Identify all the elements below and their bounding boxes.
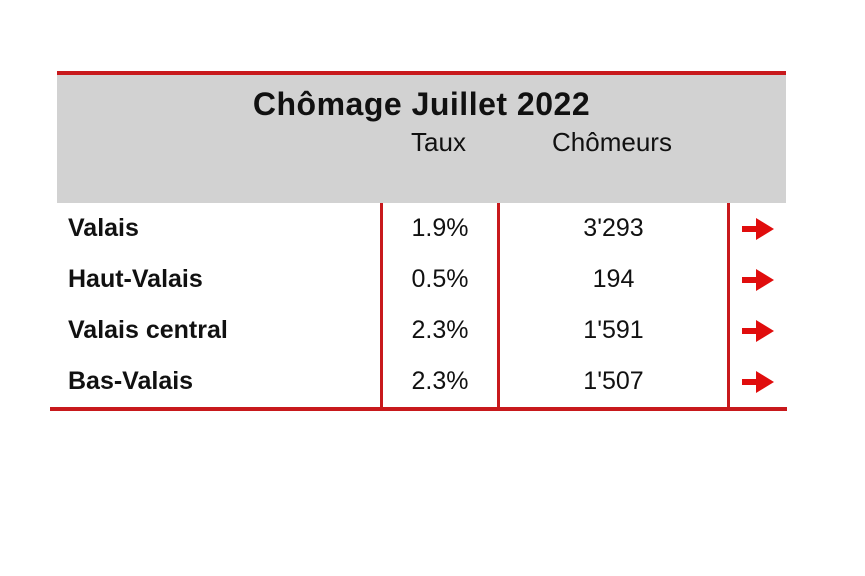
rate-value: 0.5% bbox=[380, 254, 497, 305]
count-value: 1'507 bbox=[497, 356, 727, 407]
count-value: 194 bbox=[497, 254, 727, 305]
region-column-spacer bbox=[57, 127, 380, 158]
table-row: Valais 1.9% 3'293 bbox=[57, 203, 786, 254]
table-row: Bas-Valais 2.3% 1'507 bbox=[57, 356, 786, 407]
column-header-rate: Taux bbox=[411, 127, 466, 158]
rate-value: 2.3% bbox=[380, 305, 497, 356]
page-title: Chômage Juillet 2022 bbox=[252, 86, 591, 122]
row-detail-button[interactable] bbox=[727, 356, 786, 407]
region-label: Bas-Valais bbox=[68, 367, 194, 395]
top-rule bbox=[57, 71, 786, 75]
unemployment-table: Chômage Juillet 2022 Taux Chômeurs Valai… bbox=[50, 71, 787, 411]
row-detail-button[interactable] bbox=[727, 254, 786, 305]
region-label: Valais central bbox=[68, 316, 228, 344]
count-value: 1'591 bbox=[497, 305, 727, 356]
bottom-rule bbox=[50, 407, 787, 411]
column-header-count: Chômeurs bbox=[552, 127, 672, 158]
rate-value: 1.9% bbox=[380, 203, 497, 254]
column-headers: Taux Chômeurs bbox=[57, 127, 786, 158]
table-body: Valais 1.9% 3'293 Haut-Valais 0.5% 194 V… bbox=[57, 203, 786, 407]
table-row: Haut-Valais 0.5% 194 bbox=[57, 254, 786, 305]
rate-value: 2.3% bbox=[380, 356, 497, 407]
arrow-right-icon bbox=[742, 217, 774, 240]
row-detail-button[interactable] bbox=[727, 305, 786, 356]
table-row: Valais central 2.3% 1'591 bbox=[57, 305, 786, 356]
arrow-right-icon bbox=[742, 268, 774, 291]
row-detail-button[interactable] bbox=[727, 203, 786, 254]
region-label: Haut-Valais bbox=[68, 265, 203, 293]
count-value: 3'293 bbox=[497, 203, 727, 254]
arrow-right-icon bbox=[742, 319, 774, 342]
arrow-right-icon bbox=[742, 370, 774, 393]
region-label: Valais bbox=[68, 214, 139, 242]
table-header: Chômage Juillet 2022 Taux Chômeurs bbox=[57, 75, 786, 203]
